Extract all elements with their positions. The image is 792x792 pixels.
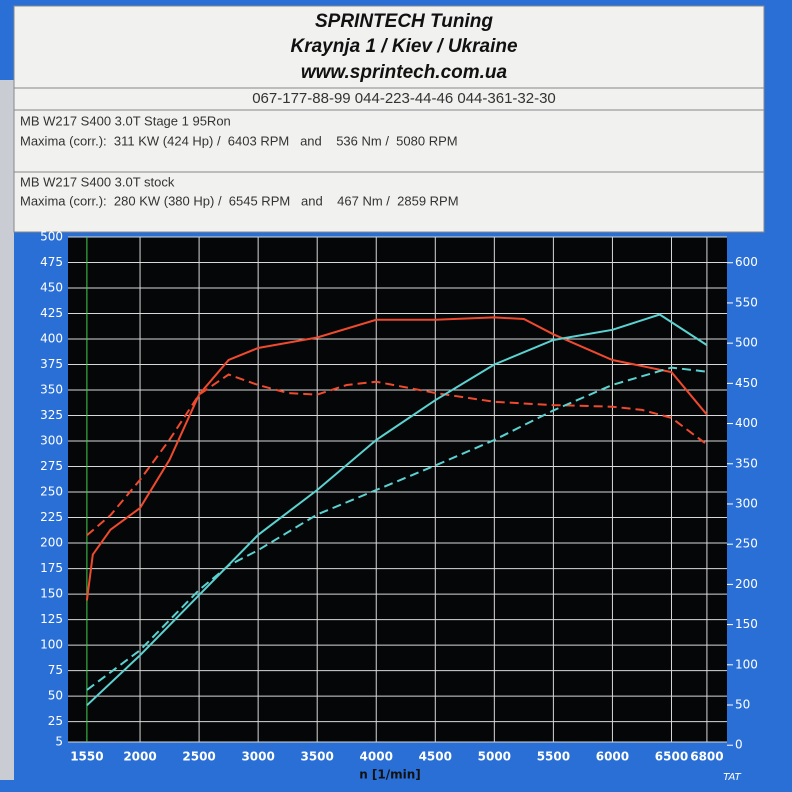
- x-tick-label: 5000: [478, 750, 511, 764]
- x-tick-label: 1550: [70, 750, 103, 764]
- x-tick-label: 2000: [123, 750, 156, 764]
- title: SPRINTECH Tuning: [315, 11, 493, 32]
- y2-tick-label: 450: [735, 376, 758, 390]
- y-tick-label: 225: [40, 510, 63, 524]
- y-tick-label: 375: [40, 357, 63, 371]
- y-tick-label: 25: [48, 714, 63, 728]
- y-tick-label: 5: [55, 735, 63, 749]
- data-line: [86, 373, 708, 537]
- y2-tick-label: 150: [735, 617, 758, 631]
- footer: TAT: [723, 772, 741, 783]
- x-tick-label: 2500: [182, 750, 215, 764]
- y-tick-label: 200: [40, 536, 63, 550]
- x-tick-label: 5500: [537, 750, 570, 764]
- y-tick-label: 450: [40, 281, 63, 295]
- x-tick-label: 4000: [360, 750, 393, 764]
- y-tick-label: 250: [40, 485, 63, 499]
- website: www.sprintech.com.ua: [301, 62, 508, 83]
- y2-tick-label: 100: [735, 657, 758, 671]
- header-panel: [13, 5, 765, 233]
- x-axis-label: n [1/min]: [359, 768, 421, 782]
- plot-area: [68, 237, 727, 742]
- x-tick-label: 6500: [655, 750, 688, 764]
- data-line: [86, 313, 708, 707]
- y2-tick-label: 550: [735, 295, 758, 309]
- y-tick-label: 350: [40, 383, 63, 397]
- y-tick-label: 300: [40, 434, 63, 448]
- x-tick-label: 3000: [241, 750, 274, 764]
- y-tick-label: 475: [40, 255, 63, 269]
- y-tick-label: 275: [40, 459, 63, 473]
- y2-tick-label: 0: [735, 738, 743, 752]
- y2-tick-label: 400: [735, 416, 758, 430]
- y2-tick-label: 250: [735, 537, 758, 551]
- x-tick-label: 4500: [419, 750, 452, 764]
- run-maxima: Maxima (corr.): 311 KW (424 Hp) / 6403 R…: [20, 133, 458, 148]
- address: Kraynja 1 / Kiev / Ukraine: [290, 36, 517, 57]
- x-tick-label: 3500: [300, 750, 333, 764]
- run-name: MB W217 S400 3.0T Stage 1 95Ron: [20, 113, 231, 128]
- y-tick-label: 500: [40, 230, 63, 244]
- y-tick-label: 400: [40, 332, 63, 346]
- y-tick-label: 125: [40, 612, 63, 626]
- y2-tick-label: 500: [735, 336, 758, 350]
- y-tick-label: 425: [40, 306, 63, 320]
- y-tick-label: 150: [40, 587, 63, 601]
- y2-tick-label: 300: [735, 496, 758, 510]
- y2-tick-label: 350: [735, 456, 758, 470]
- y-tick-label: 75: [48, 663, 63, 677]
- y-tick-label: 100: [40, 638, 63, 652]
- y2-tick-label: 200: [735, 577, 758, 591]
- y2-tick-label: 600: [735, 255, 758, 269]
- y2-tick-label: 50: [735, 698, 750, 712]
- phones: 067-177-88-99 044-223-44-46 044-361-32-3…: [252, 90, 556, 107]
- data-line: [86, 366, 708, 691]
- x-tick-label: 6800: [690, 750, 723, 764]
- data-line: [85, 316, 708, 601]
- y-tick-label: 175: [40, 561, 63, 575]
- side-window: [0, 80, 14, 780]
- x-tick-label: 6000: [596, 750, 629, 764]
- run-name: MB W217 S400 3.0T stock: [20, 174, 175, 189]
- run-maxima: Maxima (corr.): 280 KW (380 Hp) / 6545 R…: [20, 193, 459, 208]
- y-tick-label: 50: [48, 689, 63, 703]
- y-tick-label: 325: [40, 408, 63, 422]
